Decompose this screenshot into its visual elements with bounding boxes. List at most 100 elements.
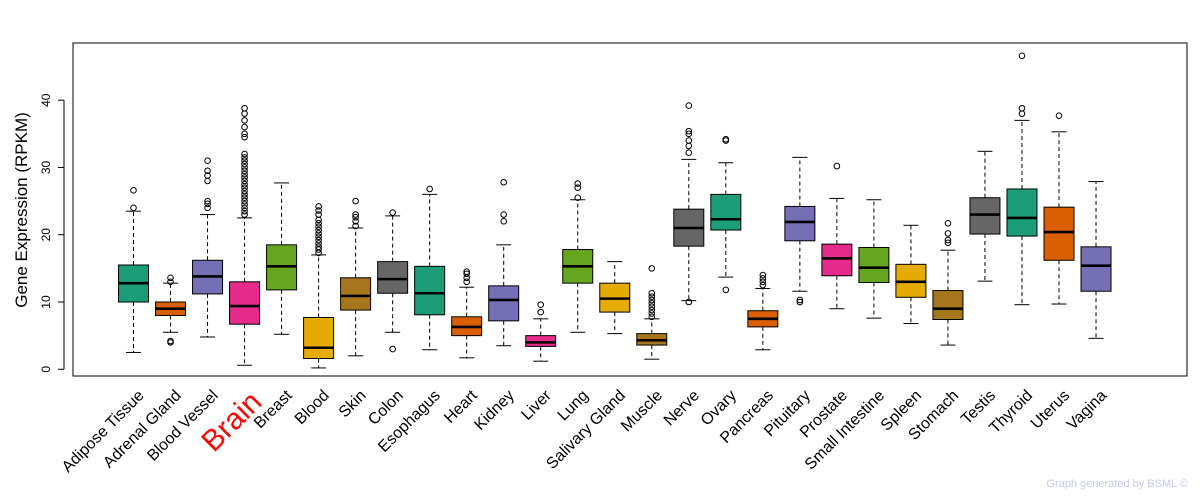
outlier-point bbox=[648, 289, 656, 297]
box-iqr bbox=[784, 205, 816, 242]
outlier-point bbox=[1018, 110, 1026, 117]
box-spleen bbox=[895, 224, 927, 325]
outlier-point bbox=[426, 185, 433, 193]
outlier-point bbox=[944, 239, 952, 247]
box-pancreas bbox=[747, 271, 779, 351]
outlier-point bbox=[537, 301, 545, 308]
outlier-point bbox=[204, 167, 211, 175]
outlier-point bbox=[204, 197, 211, 205]
outlier-point bbox=[241, 191, 248, 198]
box-lung bbox=[562, 180, 594, 333]
box-testis bbox=[969, 150, 1001, 282]
outlier-point bbox=[648, 300, 656, 307]
box-colon bbox=[377, 209, 409, 353]
box-liver bbox=[525, 301, 557, 362]
outlier-point bbox=[1055, 112, 1063, 119]
outlier-point bbox=[315, 230, 322, 237]
outlier-point bbox=[500, 211, 508, 218]
outlier-point bbox=[352, 211, 359, 218]
outlier-point bbox=[241, 154, 248, 161]
x-label-kidney: Kidney bbox=[471, 387, 518, 434]
y-tick-label: 10 bbox=[39, 295, 53, 309]
box-blood bbox=[303, 203, 335, 369]
outlier-point bbox=[241, 177, 248, 185]
outlier-point bbox=[315, 223, 322, 230]
outlier-point bbox=[463, 270, 470, 278]
outlier-point bbox=[315, 240, 322, 247]
plot-frame bbox=[72, 42, 1188, 377]
outlier-point bbox=[130, 187, 137, 194]
y-axis-label: Gene Expression (RPKM) bbox=[12, 112, 31, 308]
outlier-point bbox=[685, 137, 693, 144]
outlier-point bbox=[204, 172, 211, 179]
outlier-point bbox=[315, 233, 322, 241]
outlier-point bbox=[1018, 52, 1026, 60]
box-iqr bbox=[303, 316, 335, 360]
y-tick-label: 40 bbox=[39, 93, 53, 107]
outlier-point bbox=[204, 204, 211, 212]
outlier-point bbox=[241, 204, 248, 212]
outlier-point bbox=[1018, 104, 1026, 112]
outlier-point bbox=[944, 230, 952, 237]
box-stomach bbox=[932, 219, 964, 346]
outlier-point bbox=[241, 201, 248, 208]
box-brain bbox=[229, 104, 261, 366]
outlier-point bbox=[315, 203, 322, 210]
outlier-point bbox=[352, 197, 359, 205]
box-iqr bbox=[858, 247, 890, 283]
outlier-point bbox=[352, 222, 359, 230]
outlier-point bbox=[537, 308, 545, 316]
x-label-vagina: Vagina bbox=[1064, 387, 1110, 433]
outlier-point bbox=[315, 216, 322, 224]
outlier-point bbox=[315, 236, 322, 244]
box-nerve bbox=[673, 102, 705, 306]
outlier-point bbox=[463, 278, 470, 286]
outlier-point bbox=[500, 217, 508, 225]
outlier-point bbox=[241, 133, 248, 141]
box-muscle bbox=[636, 265, 668, 360]
outlier-point bbox=[241, 160, 248, 168]
outlier-point bbox=[241, 164, 248, 171]
outlier-point bbox=[685, 130, 693, 138]
box-vagina bbox=[1080, 181, 1112, 339]
outlier-point bbox=[722, 135, 730, 143]
outlier-point bbox=[241, 167, 248, 175]
outlier-point bbox=[167, 278, 174, 286]
box-breast bbox=[266, 182, 298, 335]
outlier-point bbox=[685, 102, 693, 109]
box-thyroid bbox=[1006, 52, 1038, 306]
box-iqr bbox=[821, 243, 853, 277]
outlier-point bbox=[315, 226, 322, 234]
outlier-point bbox=[685, 127, 693, 135]
outlier-point bbox=[648, 303, 656, 311]
outlier-point bbox=[167, 274, 174, 282]
outlier-point bbox=[648, 296, 656, 304]
plot-layer bbox=[118, 52, 1112, 369]
outlier-point bbox=[648, 265, 656, 272]
outlier-point bbox=[315, 207, 322, 214]
outlier-point bbox=[241, 180, 248, 188]
box-pituitary bbox=[784, 156, 816, 306]
y-tick-label: 0 bbox=[39, 366, 53, 373]
box-adipose-tissue bbox=[118, 187, 149, 353]
box-iqr bbox=[229, 281, 261, 325]
box-esophagus bbox=[414, 185, 446, 351]
outlier-point bbox=[167, 339, 174, 346]
outlier-point bbox=[352, 213, 359, 221]
box-iqr bbox=[377, 261, 409, 294]
outlier-point bbox=[574, 180, 582, 187]
outlier-point bbox=[130, 204, 137, 212]
outlier-point bbox=[241, 184, 248, 191]
outlier-point bbox=[574, 184, 582, 191]
box-iqr bbox=[710, 193, 742, 231]
box-iqr bbox=[1043, 206, 1075, 261]
outlier-point bbox=[241, 150, 248, 158]
outlier-point bbox=[574, 194, 582, 202]
outlier-point bbox=[241, 104, 248, 112]
box-iqr bbox=[525, 335, 557, 347]
box-adrenal-gland bbox=[155, 274, 187, 346]
box-prostate bbox=[821, 162, 853, 310]
outlier-point bbox=[648, 293, 656, 300]
